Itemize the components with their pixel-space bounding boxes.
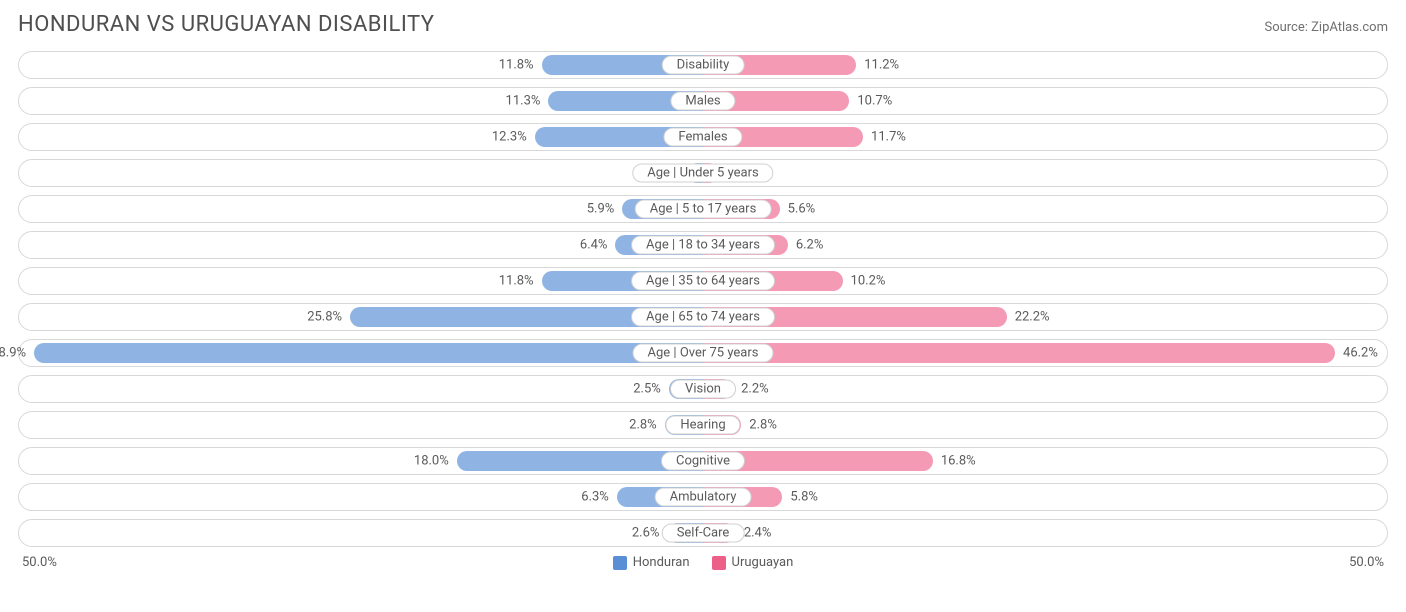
row-left-half: 11.8% xyxy=(19,52,703,78)
chart-source: Source: ZipAtlas.com xyxy=(1264,20,1388,35)
chart-row: 2.6% 2.4%Self-Care xyxy=(18,519,1388,547)
value-right: 2.2% xyxy=(741,382,769,397)
category-label: Hearing xyxy=(665,416,740,435)
row-left-half: 2.6% xyxy=(19,520,703,546)
category-label: Self-Care xyxy=(662,524,745,543)
legend-item-left: Honduran xyxy=(613,555,690,570)
value-right: 10.7% xyxy=(857,94,892,109)
row-right-half: 16.8% xyxy=(703,448,1387,474)
chart-row: 6.3% 5.8% Ambulatory xyxy=(18,483,1388,511)
row-left-half: 2.8% xyxy=(19,412,703,438)
row-right-half: 11.2% xyxy=(703,52,1387,78)
category-label: Vision xyxy=(670,380,736,399)
row-right-half: 2.8% xyxy=(703,412,1387,438)
legend-label-left: Honduran xyxy=(633,555,690,570)
category-label: Age | 65 to 74 years xyxy=(631,308,775,327)
diverging-bar-chart: 11.8% 11.2% Disability 11.3% 10.7% Males 12.3%… xyxy=(18,51,1388,547)
value-right: 22.2% xyxy=(1015,310,1050,325)
value-left: 48.9% xyxy=(0,346,26,361)
category-label: Age | 18 to 34 years xyxy=(631,236,775,255)
row-right-half: 5.8% xyxy=(703,484,1387,510)
row-left-half: 18.0% xyxy=(19,448,703,474)
value-left: 12.3% xyxy=(492,130,527,145)
row-right-half: 22.2% xyxy=(703,304,1387,330)
chart-row: 11.8% 11.2% Disability xyxy=(18,51,1388,79)
axis-left-max: 50.0% xyxy=(22,555,57,570)
legend-swatch-left xyxy=(613,556,627,570)
value-left: 11.8% xyxy=(499,58,534,73)
value-left: 6.4% xyxy=(580,238,608,253)
value-left: 11.3% xyxy=(506,94,541,109)
legend-swatch-right xyxy=(712,556,726,570)
category-label: Males xyxy=(670,92,735,111)
chart-row: 12.3% 11.7% Females xyxy=(18,123,1388,151)
category-label: Age | Under 5 years xyxy=(632,164,773,183)
category-label: Age | Over 75 years xyxy=(633,344,774,363)
row-left-half: 11.8% xyxy=(19,268,703,294)
row-left-half: 1.2% xyxy=(19,160,703,186)
chart-row: 2.8% 2.8% Hearing xyxy=(18,411,1388,439)
category-label: Ambulatory xyxy=(655,488,752,507)
value-left: 2.8% xyxy=(629,418,657,433)
value-right: 46.2% xyxy=(1343,346,1378,361)
value-right: 11.2% xyxy=(864,58,899,73)
chart-footer: 50.0% Honduran Uruguayan 50.0% xyxy=(18,555,1388,570)
bar-left xyxy=(34,343,703,363)
category-label: Age | 5 to 17 years xyxy=(635,200,772,219)
category-label: Age | 35 to 64 years xyxy=(631,272,775,291)
row-left-half: 48.9% xyxy=(19,340,703,366)
axis-right-max: 50.0% xyxy=(1349,555,1384,570)
value-right: 5.8% xyxy=(790,490,818,505)
value-right: 5.6% xyxy=(788,202,816,217)
row-right-half: 2.2% xyxy=(703,376,1387,402)
legend-label-right: Uruguayan xyxy=(732,555,794,570)
chart-row: 11.8% 10.2% Age | 35 to 64 years xyxy=(18,267,1388,295)
value-left: 2.6% xyxy=(632,526,660,541)
row-right-half: 10.7% xyxy=(703,88,1387,114)
value-left: 11.8% xyxy=(499,274,534,289)
category-label: Cognitive xyxy=(661,452,745,471)
value-left: 2.5% xyxy=(633,382,661,397)
value-left: 6.3% xyxy=(581,490,609,505)
value-right: 10.2% xyxy=(851,274,886,289)
row-right-half: 1.2% xyxy=(703,160,1387,186)
chart-row: 2.5% 2.2% Vision xyxy=(18,375,1388,403)
chart-header: HONDURAN VS URUGUAYAN DISABILITY Source:… xyxy=(18,12,1388,37)
chart-row: 6.4% 6.2% Age | 18 to 34 years xyxy=(18,231,1388,259)
chart-row: 25.8% 22.2% Age | 65 to 74 years xyxy=(18,303,1388,331)
row-left-half: 6.4% xyxy=(19,232,703,258)
value-right: 2.4% xyxy=(744,526,772,541)
chart-title: HONDURAN VS URUGUAYAN DISABILITY xyxy=(18,12,435,37)
row-right-half: 2.4% xyxy=(703,520,1387,546)
row-left-half: 11.3% xyxy=(19,88,703,114)
row-right-half: 11.7% xyxy=(703,124,1387,150)
row-left-half: 6.3% xyxy=(19,484,703,510)
value-right: 2.8% xyxy=(749,418,777,433)
value-left: 18.0% xyxy=(414,454,449,469)
row-right-half: 5.6% xyxy=(703,196,1387,222)
chart-row: 5.9% 5.6% Age | 5 to 17 years xyxy=(18,195,1388,223)
row-left-half: 2.5% xyxy=(19,376,703,402)
category-label: Disability xyxy=(662,56,745,75)
legend-item-right: Uruguayan xyxy=(712,555,794,570)
bar-right xyxy=(703,343,1335,363)
row-right-half: 46.2% xyxy=(703,340,1387,366)
chart-row: 11.3% 10.7% Males xyxy=(18,87,1388,115)
row-right-half: 6.2% xyxy=(703,232,1387,258)
chart-row: 48.9% 46.2% Age | Over 75 years xyxy=(18,339,1388,367)
legend: Honduran Uruguayan xyxy=(613,555,794,570)
value-left: 5.9% xyxy=(587,202,615,217)
chart-row: 1.2%1.2%Age | Under 5 years xyxy=(18,159,1388,187)
chart-row: 18.0% 16.8% Cognitive xyxy=(18,447,1388,475)
row-left-half: 25.8% xyxy=(19,304,703,330)
value-right: 6.2% xyxy=(796,238,824,253)
value-right: 16.8% xyxy=(941,454,976,469)
row-left-half: 5.9% xyxy=(19,196,703,222)
value-left: 25.8% xyxy=(307,310,342,325)
category-label: Females xyxy=(663,128,742,147)
row-left-half: 12.3% xyxy=(19,124,703,150)
value-right: 11.7% xyxy=(871,130,906,145)
row-right-half: 10.2% xyxy=(703,268,1387,294)
